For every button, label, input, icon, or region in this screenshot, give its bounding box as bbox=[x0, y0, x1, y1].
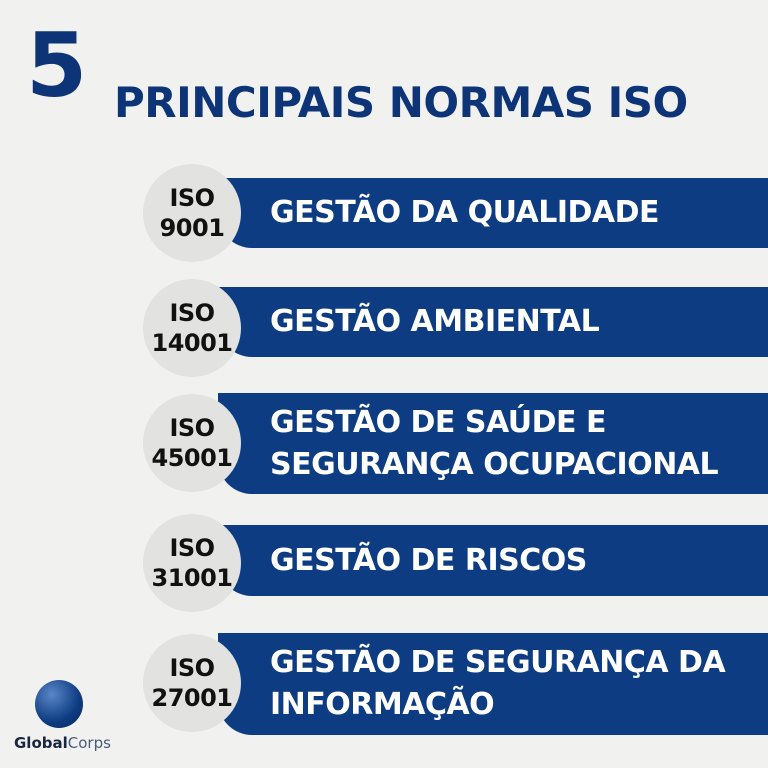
logo-text: GlobalCorps bbox=[14, 734, 111, 752]
item-label: GESTÃO DA QUALIDADE bbox=[270, 195, 660, 230]
globe-icon bbox=[35, 680, 83, 728]
iso-prefix: ISO bbox=[169, 184, 215, 212]
iso-badge: ISO 31001 bbox=[143, 514, 241, 612]
item-banner: GESTÃO DA QUALIDADE bbox=[218, 178, 768, 248]
iso-item: GESTÃO AMBIENTAL ISO 14001 bbox=[0, 279, 768, 377]
item-banner: GESTÃO DE SEGURANÇA DA INFORMAÇÃO bbox=[218, 633, 768, 735]
title-text: PRINCIPAIS NORMAS ISO bbox=[114, 78, 688, 127]
title-number: 5 bbox=[26, 14, 88, 117]
item-label: GESTÃO DE SAÚDE E SEGURANÇA OCUPACIONAL bbox=[270, 404, 719, 482]
item-banner: GESTÃO DE SAÚDE E SEGURANÇA OCUPACIONAL bbox=[218, 393, 768, 494]
item-label: GESTÃO DE RISCOS bbox=[270, 542, 587, 578]
iso-prefix: ISO bbox=[169, 654, 215, 682]
iso-number: 14001 bbox=[151, 329, 234, 357]
iso-item: GESTÃO DE RISCOS ISO 31001 bbox=[0, 514, 768, 612]
iso-badge: ISO 45001 bbox=[143, 394, 241, 492]
iso-item: GESTÃO DE SAÚDE E SEGURANÇA OCUPACIONAL … bbox=[0, 393, 768, 494]
item-label: GESTÃO AMBIENTAL bbox=[270, 304, 600, 339]
iso-item: GESTÃO DE SEGURANÇA DA INFORMAÇÃO ISO 270… bbox=[0, 633, 768, 735]
item-banner: GESTÃO DE RISCOS bbox=[218, 525, 768, 596]
item-banner: GESTÃO AMBIENTAL bbox=[218, 287, 768, 357]
iso-number: 9001 bbox=[159, 214, 225, 242]
iso-prefix: ISO bbox=[169, 299, 215, 327]
iso-item: GESTÃO DA QUALIDADE ISO 9001 bbox=[0, 164, 768, 262]
globalcorps-logo: GlobalCorps bbox=[14, 680, 111, 752]
iso-badge: ISO 9001 bbox=[143, 164, 241, 262]
iso-prefix: ISO bbox=[169, 534, 215, 562]
iso-prefix: ISO bbox=[169, 414, 215, 442]
iso-badge: ISO 14001 bbox=[143, 279, 241, 377]
item-label: GESTÃO DE SEGURANÇA DA INFORMAÇÃO bbox=[270, 645, 726, 722]
iso-number: 31001 bbox=[151, 564, 234, 592]
iso-number: 45001 bbox=[151, 444, 234, 472]
iso-badge: ISO 27001 bbox=[143, 634, 241, 732]
iso-number: 27001 bbox=[151, 684, 234, 712]
